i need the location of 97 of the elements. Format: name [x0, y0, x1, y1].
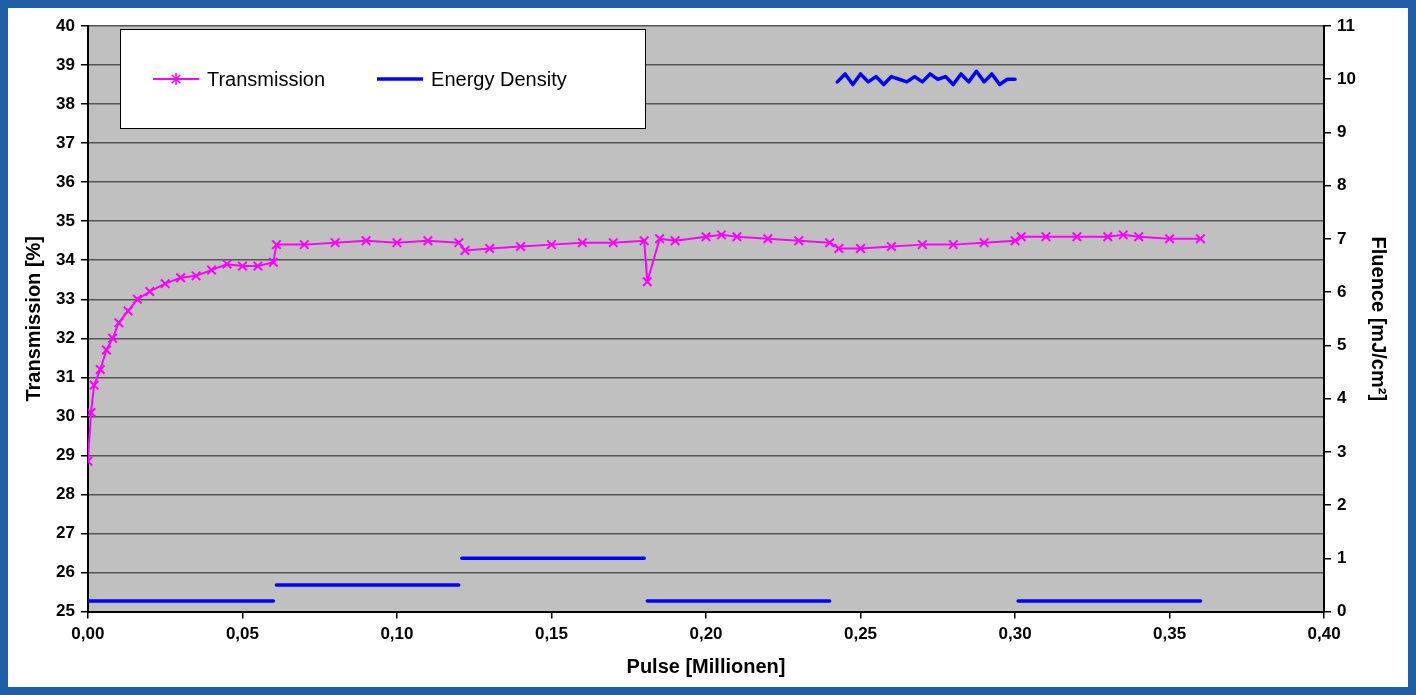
point: [833, 243, 845, 254]
point: [638, 235, 650, 246]
x-tick-label: 0,05: [225, 624, 259, 644]
y2-tick-label: 0: [1337, 601, 1347, 621]
point: [87, 407, 97, 418]
point: [95, 364, 106, 375]
y2-tick-label: 11: [1337, 15, 1356, 35]
x-tick-label: 0,40: [1307, 624, 1341, 644]
point: [731, 231, 743, 243]
point: [793, 235, 804, 246]
point: [299, 239, 310, 250]
point: [144, 286, 155, 297]
point: [577, 237, 588, 248]
point: [1195, 233, 1206, 245]
point: [608, 237, 619, 248]
point: [206, 264, 217, 276]
x-tick-label: 0,35: [1153, 624, 1187, 644]
point: [917, 239, 928, 250]
point: [329, 237, 341, 248]
point: [546, 239, 557, 250]
point: [700, 231, 712, 243]
y-tick-label: 33: [55, 288, 75, 308]
y-tick-label: 37: [55, 132, 75, 152]
point: [1015, 231, 1027, 243]
point: [237, 260, 248, 272]
x-tick-label: 0,00: [71, 624, 105, 644]
x-tick-label: 0,15: [534, 624, 569, 644]
x-tick-label: 0,25: [843, 624, 878, 644]
y2-tick-label: 5: [1337, 335, 1347, 355]
y2-tick-label: 10: [1337, 68, 1357, 88]
y-tick-label: 31: [55, 367, 75, 387]
y-tick-label: 32: [55, 328, 75, 348]
y-tick-label: 26: [55, 562, 75, 582]
point: [642, 276, 653, 287]
point: [1133, 231, 1144, 243]
y-axis-title: Transmission [%]: [21, 236, 44, 402]
point: [271, 239, 282, 250]
point: [515, 241, 526, 252]
point: [132, 294, 143, 305]
x-tick-label: 0,20: [689, 624, 723, 644]
point: [669, 235, 681, 246]
y-tick-label: 29: [55, 445, 75, 465]
y2-tick-label: 8: [1337, 175, 1347, 195]
point: [88, 379, 100, 391]
y-tick-label: 34: [55, 249, 76, 269]
y-tick-label: 38: [55, 93, 75, 113]
point: [268, 256, 279, 268]
point: [1009, 235, 1021, 246]
point: [422, 235, 434, 246]
y-tick-label: 30: [55, 406, 75, 426]
y-tick-label: 39: [55, 54, 75, 74]
y2-tick-label: 3: [1337, 441, 1347, 461]
point: [107, 333, 118, 344]
y2-axis-title: Fluence [mJ/cm²]: [1368, 236, 1391, 402]
y2-tick-label: 4: [1337, 388, 1348, 408]
x-axis-title: Pulse [Millionen]: [626, 654, 786, 677]
point: [484, 243, 495, 254]
point: [855, 243, 866, 254]
point: [190, 270, 202, 282]
y-tick-label: 28: [55, 484, 75, 504]
point: [1117, 229, 1129, 241]
point: [159, 278, 171, 289]
point: [453, 237, 465, 248]
point: [391, 237, 403, 248]
y-tick-label: 36: [55, 171, 75, 191]
point: [1102, 231, 1113, 243]
y-tick-label: 35: [55, 210, 75, 230]
point: [716, 229, 727, 241]
point: [252, 260, 264, 272]
point: [1071, 231, 1083, 243]
point: [221, 258, 233, 270]
y-tick-label: 27: [55, 523, 75, 543]
y-tick-label: 40: [55, 15, 75, 35]
point: [175, 272, 186, 284]
point: [101, 344, 112, 356]
point: [113, 317, 125, 328]
y2-tick-label: 2: [1337, 494, 1347, 514]
y-tick-label: 25: [55, 601, 75, 621]
point: [122, 305, 134, 317]
point: [1164, 233, 1175, 245]
x-tick-label: 0,30: [998, 624, 1032, 644]
point: [947, 239, 959, 250]
y2-tick-label: 6: [1337, 281, 1347, 301]
point: [886, 241, 897, 252]
point: [824, 237, 835, 248]
point: [978, 237, 990, 248]
y2-tick-label: 7: [1337, 228, 1347, 248]
point: [762, 233, 774, 245]
point: [654, 233, 665, 245]
point: [1040, 231, 1052, 243]
point: [459, 245, 471, 256]
point: [360, 235, 372, 246]
y2-tick-label: 1: [1337, 548, 1347, 568]
legend-label: Transmission: [206, 67, 326, 91]
x-tick-label: 0,10: [380, 624, 414, 644]
y2-tick-label: 9: [1337, 122, 1347, 142]
legend-label: Energy Density: [431, 67, 567, 91]
